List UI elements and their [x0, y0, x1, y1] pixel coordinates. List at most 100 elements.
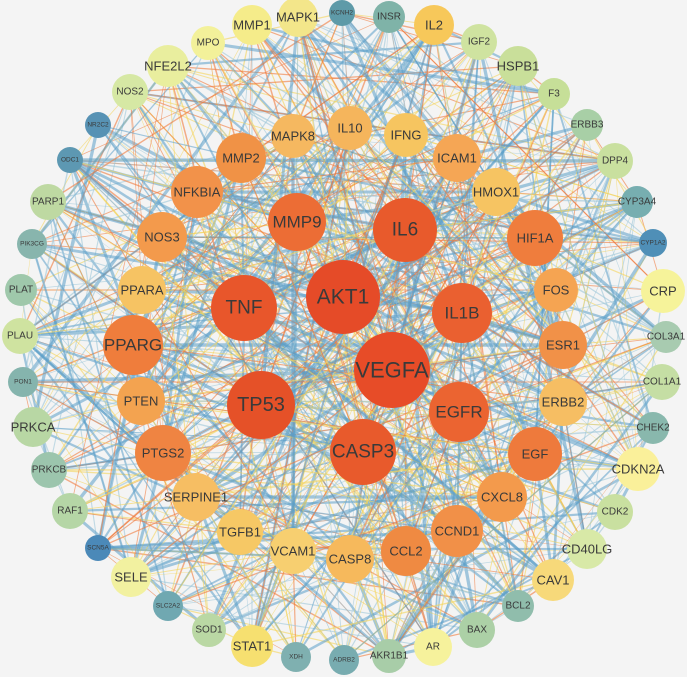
node-circle: [171, 166, 223, 218]
edge: [162, 65, 519, 454]
node: STAT1: [231, 625, 273, 667]
node-label: INSR: [377, 12, 401, 23]
edge: [562, 160, 616, 346]
node-label: BAX: [467, 625, 487, 636]
edge: [478, 41, 503, 498]
node: BAX: [459, 612, 495, 648]
edge: [433, 24, 536, 239]
node: PRKCA: [11, 407, 56, 447]
edge: [240, 156, 654, 245]
node-circle: [433, 134, 481, 182]
edge: [161, 93, 555, 238]
node-label: IL1B: [445, 304, 480, 323]
node-circle: [111, 557, 151, 597]
node-label: SLC2A2: [156, 603, 181, 610]
edge: [292, 12, 343, 137]
node: KCNH2: [329, 0, 355, 26]
node: EGFR: [429, 382, 489, 442]
node-label: IGF2: [468, 37, 491, 48]
node-label: CDKN2A: [612, 462, 665, 477]
node-circle: [621, 186, 653, 218]
node-circle: [372, 639, 406, 673]
node-circle: [644, 364, 680, 400]
node: CAV1: [532, 559, 574, 601]
node: ODC1: [57, 147, 83, 173]
node-circle: [641, 269, 685, 313]
node-circle: [650, 321, 682, 353]
node: ICAM1: [433, 134, 481, 182]
node: BCL2: [502, 590, 534, 622]
edge: [362, 336, 667, 453]
node: TGFB1: [217, 509, 263, 555]
edge: [140, 16, 390, 402]
edge: [47, 12, 343, 203]
node-label: COL3A1: [647, 332, 686, 343]
node-circle: [508, 427, 562, 481]
edge: [97, 344, 134, 549]
node-circle: [461, 24, 497, 60]
edge: [47, 201, 503, 498]
node: CCL2: [381, 526, 431, 576]
node-circle: [639, 229, 667, 257]
node-label: HSPB1: [497, 59, 540, 74]
node-label: XDH: [289, 654, 303, 661]
node-circle: [328, 106, 372, 150]
edge: [167, 65, 616, 162]
node-circle: [13, 407, 53, 447]
node: NOS2: [112, 74, 148, 110]
node-label: NR2C2: [87, 122, 109, 129]
node: INSR: [373, 1, 405, 33]
node-label: CXCL8: [481, 490, 523, 505]
node: PPARA: [118, 266, 166, 314]
node: CASP8: [326, 535, 374, 583]
node-label: MMP1: [233, 18, 271, 33]
node-label: PON1: [14, 379, 32, 386]
node: CCND1: [431, 505, 483, 557]
node: HSPB1: [497, 46, 540, 86]
edge: [297, 16, 458, 532]
node-label: BCL2: [505, 601, 530, 612]
edge: [562, 401, 588, 550]
edge: [19, 334, 364, 454]
node: PRKCB: [31, 452, 67, 488]
node-circle: [597, 143, 633, 179]
node-label: IL2: [425, 18, 443, 33]
edge: [342, 242, 654, 298]
node-label: ERBB2: [542, 395, 585, 410]
node-circle: [217, 509, 263, 555]
node-label: AKR1B1: [370, 651, 409, 662]
edge: [476, 548, 588, 631]
node-label: PLAT: [9, 285, 33, 296]
node: ERBB3: [571, 109, 604, 141]
node-circle: [507, 210, 563, 266]
node-circle: [232, 5, 272, 45]
node-circle: [571, 109, 603, 141]
edge: [141, 127, 351, 291]
edge: [388, 496, 503, 657]
node-label: PTEN: [124, 394, 159, 409]
edge: [349, 127, 458, 532]
node-circle: [459, 612, 495, 648]
edge: [130, 135, 294, 578]
edge: [239, 134, 407, 533]
edge: [130, 452, 536, 579]
node-label: ESR1: [546, 338, 580, 353]
node-circle: [216, 133, 266, 183]
node: CDK2: [597, 494, 633, 530]
node: IL10: [328, 106, 372, 150]
node: CASP3: [330, 419, 396, 485]
node: MMP1: [232, 5, 272, 45]
edge: [97, 191, 497, 549]
node-label: PRKCB: [32, 465, 67, 476]
edge: [240, 157, 364, 453]
node: IGF2: [461, 24, 497, 60]
edge: [517, 65, 639, 470]
edge: [239, 381, 663, 533]
node-circle: [429, 382, 489, 442]
node-circle: [431, 505, 483, 557]
node-circle: [384, 113, 428, 157]
node-circle: [532, 559, 574, 601]
node-circle: [192, 613, 226, 647]
node: HMOX1: [472, 168, 520, 216]
node-circle: [52, 493, 88, 529]
